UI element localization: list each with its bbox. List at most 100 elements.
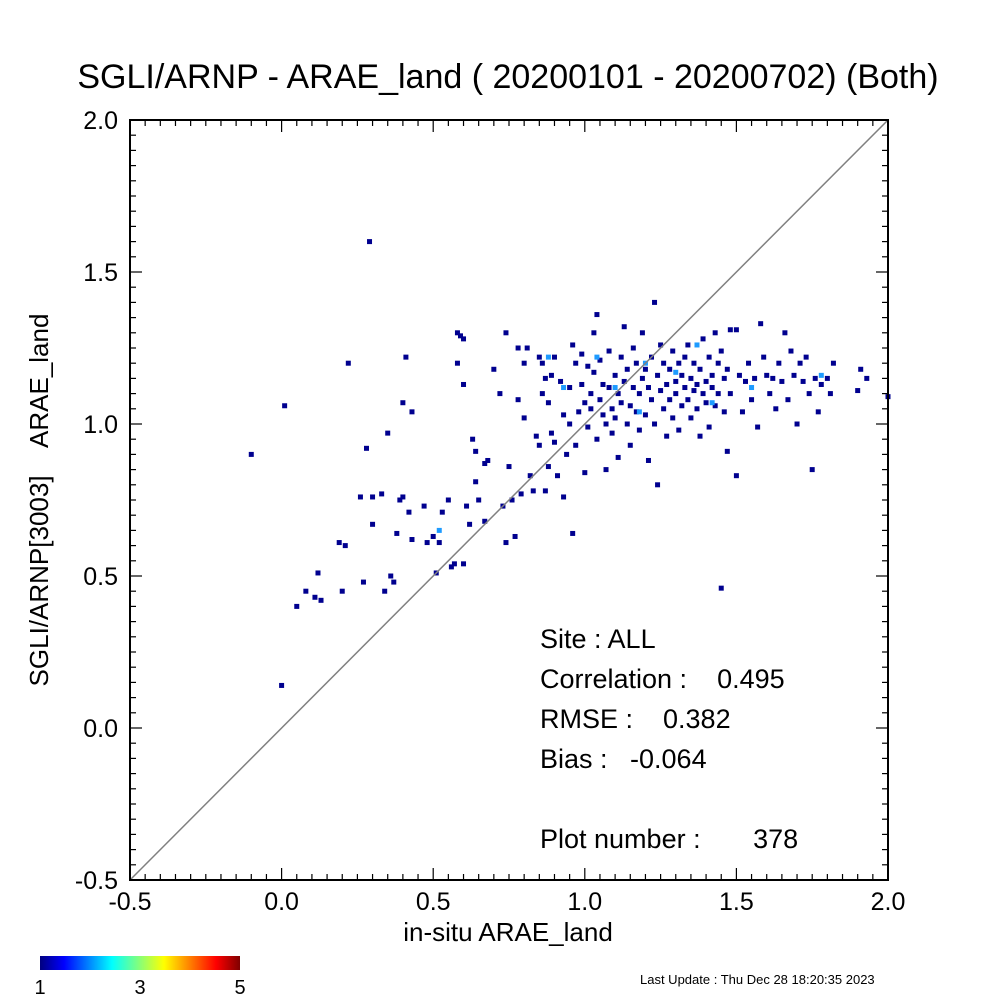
data-point [661,360,667,366]
data-point [464,503,470,509]
data-point [561,412,567,418]
data-point [791,372,797,378]
data-point-density-2 [709,400,715,406]
data-point [609,406,615,412]
data-point [782,330,788,336]
data-point-density-2 [594,354,600,360]
data-point [688,375,694,381]
data-point [721,375,727,381]
plot-frame [129,119,889,881]
data-point [342,543,348,549]
data-point [588,391,594,397]
data-point [512,533,518,539]
data-point [606,348,612,354]
data-point [655,482,661,488]
y-tick-labels: -0.5 0.0 0.5 1.0 1.5 2.0 [75,107,118,895]
data-point [703,400,709,406]
data-point [664,381,670,387]
data-point [621,378,627,384]
data-point [633,360,639,366]
data-point [457,333,463,339]
x-tick-label: 0.5 [416,888,451,916]
data-point [645,457,651,463]
data-point [788,348,794,354]
data-point [315,570,321,576]
data-point [573,360,579,366]
data-point [864,375,870,381]
data-point [467,521,473,527]
data-point [382,588,388,594]
data-point [406,509,412,515]
data-point [573,442,579,448]
data-point [797,360,803,366]
data-point [700,336,706,342]
data-point [470,436,476,442]
data-point [542,375,548,381]
data-point [357,494,363,500]
site-label: Site : ALL [540,624,656,654]
data-point [827,391,833,397]
data-point [491,366,497,372]
data-point [542,488,548,494]
data-point [509,497,515,503]
data-point [806,391,812,397]
data-point [785,397,791,403]
data-point [682,354,688,360]
data-point [697,433,703,439]
plot-number-label: Plot number : 378 [540,824,798,854]
data-point [645,385,651,391]
data-point [612,415,618,421]
data-point [597,397,603,403]
data-point [858,366,864,372]
colorbar [40,956,240,970]
data-point [652,299,658,305]
data-point [724,366,730,372]
colorbar-labels: 1 3 5 [34,977,245,999]
data-point [545,400,551,406]
data-point [633,409,639,415]
x-tick-label: 0.0 [264,888,299,916]
data-point [536,442,542,448]
data-point [564,451,570,457]
data-point [694,381,700,387]
data-point [642,366,648,372]
data-point [385,430,391,436]
data-point [582,400,588,406]
data-point [539,360,545,366]
data-point [642,412,648,418]
data-point [585,363,591,369]
data-point [451,561,457,567]
correlation-label: Correlation : 0.495 [540,664,785,694]
data-point [454,330,460,336]
data-point [770,375,776,381]
data-point [630,345,636,351]
data-point [685,342,691,348]
y-tick-label: -0.5 [75,867,118,895]
data-point [685,397,691,403]
data-point [715,391,721,397]
data-point [800,378,806,384]
data-point [721,409,727,415]
data-point [749,397,755,403]
data-point [403,354,409,360]
data-point [621,324,627,330]
x-tick-label: 2.0 [871,888,906,916]
data-point [294,603,300,609]
data-point [733,473,739,479]
data-point [627,442,633,448]
data-point [279,682,285,688]
data-point [570,342,576,348]
data-point [688,415,694,421]
data-point [515,397,521,403]
data-point [367,239,373,245]
data-point-density-2 [436,527,442,533]
data-point [445,497,451,503]
data-point [503,330,509,336]
data-point [615,391,621,397]
data-point [627,403,633,409]
data-point [551,354,557,360]
data-point [679,403,685,409]
y-tick-label: 2.0 [83,107,118,135]
data-point [536,354,542,360]
data-point [658,342,664,348]
